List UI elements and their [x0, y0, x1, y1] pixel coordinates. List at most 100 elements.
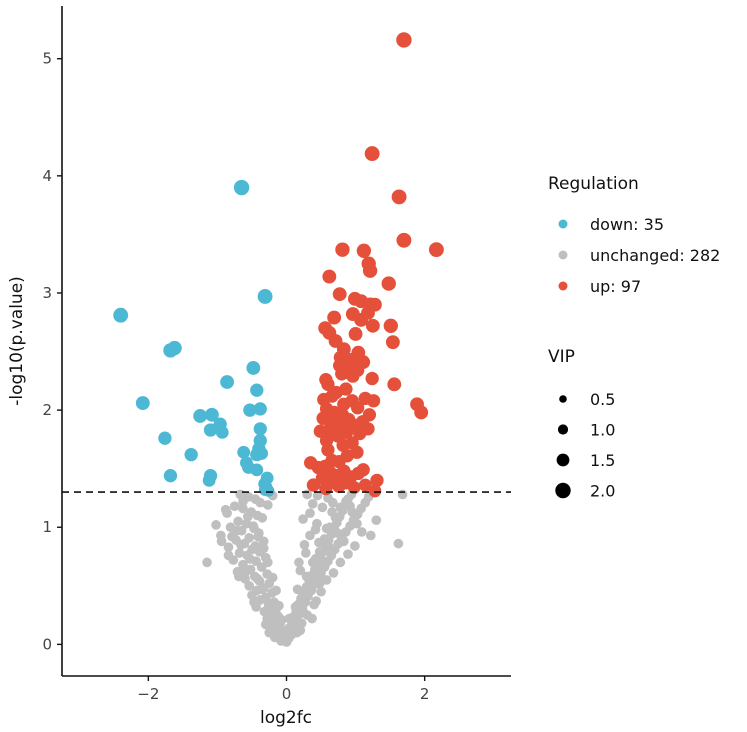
y-tick-label: 3 [42, 284, 52, 302]
point-down [163, 469, 178, 483]
legend-regulation-items: down: 35 unchanged: 282 up: 97 [558, 215, 720, 296]
point-unchanged [317, 502, 328, 513]
point-up [327, 310, 342, 325]
point-unchanged [371, 515, 382, 526]
legend-vip-swatch [559, 395, 567, 403]
point-unchanged [236, 539, 246, 550]
point-unchanged [335, 557, 346, 568]
point-unchanged [223, 550, 234, 561]
point-up [368, 484, 382, 498]
point-unchanged [265, 600, 276, 611]
point-up [319, 481, 333, 496]
legend-swatch-unchanged [558, 250, 568, 260]
legend-regulation-title: Regulation [548, 174, 639, 194]
point-down [113, 307, 129, 323]
point-down [193, 409, 208, 423]
point-unchanged [258, 543, 269, 554]
point-up [321, 377, 335, 391]
point-up [336, 438, 350, 452]
point-unchanged [255, 497, 266, 508]
point-down [135, 396, 150, 411]
point-down [237, 445, 251, 459]
point-up [306, 478, 321, 492]
point-up [362, 263, 378, 278]
point-unchanged [257, 513, 268, 523]
point-down [253, 422, 267, 436]
legend-vip-label: 1.0 [590, 421, 615, 440]
point-unchanged [352, 518, 362, 529]
point-unchanged [397, 489, 408, 500]
point-unchanged [321, 575, 332, 585]
point-down [250, 463, 264, 477]
point-unchanged [324, 542, 335, 552]
point-unchanged [211, 520, 221, 530]
point-unchanged [248, 521, 259, 531]
legend-vip-title: VIP [548, 347, 575, 367]
point-down [262, 485, 275, 497]
point-unchanged [263, 500, 273, 510]
point-down [158, 431, 172, 445]
point-unchanged [327, 497, 338, 508]
point-up [387, 377, 402, 392]
point-down [203, 423, 218, 437]
point-unchanged [245, 554, 255, 564]
y-tick-label: 1 [42, 518, 52, 536]
legend-swatch-up [558, 281, 568, 291]
point-unchanged [301, 548, 311, 558]
point-up [354, 312, 369, 327]
legend-label-down: down: 35 [590, 215, 664, 234]
point-up [414, 405, 429, 420]
point-down [220, 375, 235, 389]
legend-label-up: up: 97 [590, 277, 641, 296]
point-up [332, 287, 347, 302]
point-down [246, 361, 261, 375]
point-down [243, 403, 257, 417]
point-unchanged [393, 538, 404, 549]
point-unchanged [292, 605, 303, 616]
point-unchanged [284, 613, 295, 624]
point-unchanged [307, 557, 318, 568]
point-unchanged [295, 565, 306, 576]
point-up [381, 276, 396, 291]
legend-vip-swatch [555, 482, 571, 499]
point-unchanged [309, 599, 319, 610]
point-unchanged [244, 580, 255, 591]
point-down [253, 402, 267, 416]
point-down [255, 447, 269, 460]
point-unchanged [294, 557, 304, 568]
point-unchanged [296, 618, 307, 629]
point-unchanged [310, 524, 321, 535]
data-points [113, 32, 444, 647]
y-tick-label: 0 [42, 635, 52, 653]
point-unchanged [238, 559, 248, 570]
point-up [332, 479, 346, 493]
point-unchanged [271, 630, 282, 640]
legend-vip-swatch [556, 453, 570, 467]
point-unchanged [296, 586, 307, 597]
y-tick-label: 2 [42, 401, 52, 419]
legend-vip-items: 0.5 1.0 1.5 2.0 [555, 390, 615, 501]
point-up [337, 397, 351, 411]
point-up [391, 189, 407, 205]
point-unchanged [292, 627, 302, 638]
point-up [311, 460, 325, 475]
point-unchanged [238, 503, 248, 514]
point-down [184, 447, 198, 462]
point-unchanged [274, 600, 284, 611]
point-unchanged [271, 585, 281, 596]
point-unchanged [233, 571, 244, 582]
point-down [215, 425, 229, 439]
y-axis-ticks: 0 1 2 3 4 5 [42, 50, 62, 653]
point-unchanged [299, 539, 310, 550]
point-down [233, 179, 250, 196]
point-unchanged [328, 568, 339, 578]
point-unchanged [320, 559, 331, 570]
legend-label-unchanged: unchanged: 282 [590, 246, 720, 265]
point-unchanged [330, 513, 341, 523]
point-unchanged [249, 597, 259, 608]
point-unchanged [260, 619, 271, 630]
legend-vip-label: 2.0 [590, 482, 615, 501]
point-unchanged [234, 548, 245, 558]
point-unchanged [312, 490, 323, 501]
point-unchanged [343, 549, 353, 560]
